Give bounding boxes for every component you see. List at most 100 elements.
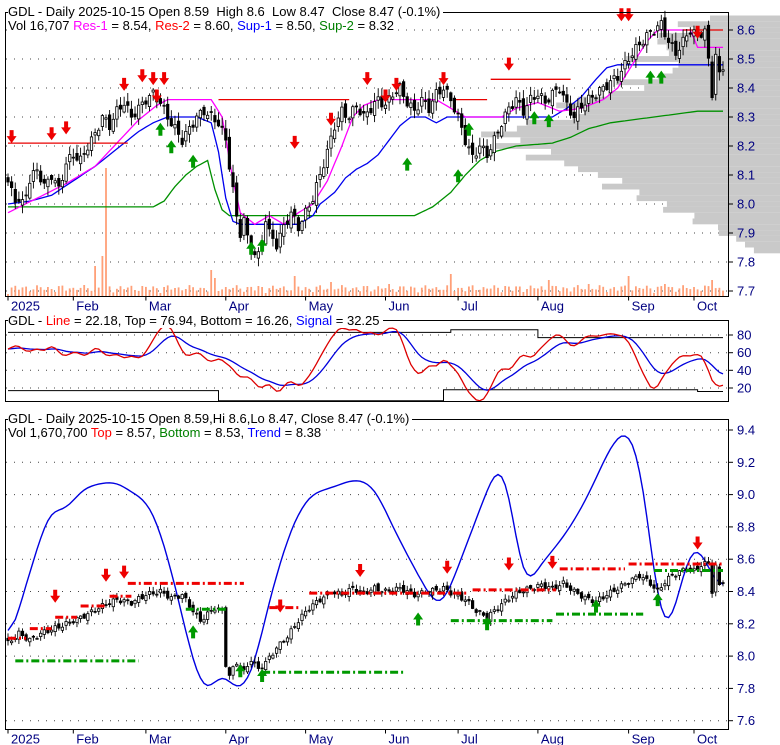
y-tick-label: 7.9: [737, 226, 755, 241]
y-tick-label: 9.2: [737, 455, 755, 470]
signals: [50, 536, 703, 613]
x-axis-label: Jul: [461, 732, 478, 745]
legend-segment: Top: [90, 425, 112, 440]
sell-arrow-icon: [362, 72, 373, 86]
legend-segment: = 8.57,: [111, 425, 160, 440]
buy-arrow-icon: [463, 122, 474, 136]
bottom-step-line: [8, 389, 723, 402]
x-axis-label: Jun: [389, 299, 410, 314]
legend-segment: Line: [45, 313, 71, 328]
buy-arrow-icon: [257, 238, 268, 252]
sell-arrow-icon: [355, 564, 366, 577]
grid: [6, 429, 728, 722]
y-tick-label: 8.6: [737, 552, 755, 567]
buy-arrow-icon: [402, 157, 413, 171]
x-axis-label: May: [309, 299, 334, 314]
sell-arrow-icon: [148, 72, 159, 86]
y-tick-label: 9.0: [737, 487, 755, 502]
y-tick-label: 8.5: [737, 52, 755, 67]
legend-segment: Signal: [296, 313, 333, 328]
top-threshold: [8, 329, 723, 339]
y-tick-label: 9.4: [737, 423, 755, 438]
buy-arrow-icon: [652, 593, 663, 607]
price-chart-svg: 8.6 8.5 8.4 8.3 8.2 8.1 8.0 7.9 7.8 7.7 2025 Feb Mar…: [5, 8, 780, 314]
legend-segment: = 8.60,: [189, 18, 238, 33]
y-tick-label: 8.3: [737, 110, 755, 125]
price-panel-legend: Vol 16,707 Res-1 = 8.54, Res-2 = 8.60, S…: [8, 19, 397, 33]
sell-arrow-icon: [50, 589, 61, 603]
y-tick-label: 8.4: [737, 81, 755, 96]
legend-segment: GDL -: [8, 313, 46, 328]
buy-arrow-icon: [413, 612, 424, 626]
candles: [6, 556, 725, 680]
top-levels: [8, 562, 723, 640]
legend-segment: Sup-1: [237, 18, 272, 33]
sell-arrow-icon: [326, 112, 336, 126]
volume-bars: [7, 168, 724, 296]
legend-segment: Trend: [247, 425, 281, 440]
sell-arrow-icon: [692, 536, 703, 550]
top-step-line: [8, 329, 723, 339]
x-axis-label: May: [309, 732, 334, 745]
x-axis-label: Mar: [149, 732, 172, 745]
res1-line: [7, 29, 723, 226]
y-tick-label: 8.4: [737, 584, 755, 599]
y-tick-label: 40: [737, 363, 751, 378]
oscillator-chart-svg: 80 60 40 20: [5, 320, 751, 402]
legend-segment: Bottom: [159, 425, 201, 440]
y-tick-label: 8.8: [737, 519, 755, 534]
y-tick-label: 7.7: [737, 284, 755, 299]
y-tick-label: 7.6: [737, 713, 755, 728]
legend-segment: = 32.25: [332, 313, 380, 328]
sell-arrow-icon: [119, 565, 130, 579]
sell-arrow-icon: [623, 8, 634, 22]
y-tick-label: 8.0: [737, 197, 755, 212]
sell-arrow-icon: [159, 72, 170, 86]
trend: [7, 435, 724, 687]
sell-arrow-icon: [151, 89, 162, 103]
bottom-levels: [15, 569, 723, 674]
sell-arrow-icon: [380, 89, 391, 103]
price-panel-title-text: GDL - Daily 2025-10-15 Open 8.59 High 8.…: [8, 4, 441, 19]
legend-segment: Res-1: [73, 18, 108, 33]
buy-arrow-icon: [453, 169, 464, 183]
bottom-threshold: [8, 389, 723, 402]
sell-arrow-icon: [442, 560, 453, 574]
sell-arrow-icon: [101, 568, 111, 582]
x-axis-label: Jul: [461, 299, 478, 314]
legend-segment: = 8.50,: [271, 18, 320, 33]
axes: 8.6 8.5 8.4 8.3 8.2 8.1 8.0 7.9 7.8 7.7 2025 Feb Mar…: [5, 12, 755, 314]
y-tick-label: 8.2: [737, 139, 755, 154]
y-tick-label: 8.6: [737, 23, 755, 38]
x-axis-label: Mar: [149, 299, 172, 314]
x-axis-label: Feb: [76, 299, 98, 314]
x-axis-label: Feb: [76, 732, 98, 745]
y-tick-label: 80: [737, 328, 751, 343]
x-axis-label: Oct: [697, 299, 718, 314]
sell-arrow-icon: [275, 599, 286, 613]
y-tick-label: 7.8: [737, 681, 755, 696]
y-tick-label: 7.8: [737, 255, 755, 270]
sell-arrow-icon: [616, 8, 627, 22]
buy-arrow-icon: [591, 599, 601, 613]
buy-arrow-icon: [246, 241, 257, 255]
legend-segment: Res-2: [155, 18, 190, 33]
sup2-line: [8, 110, 723, 217]
sell-arrow-icon: [503, 557, 514, 571]
candles: [6, 10, 725, 267]
buy-arrow-icon: [166, 140, 177, 154]
buy-arrow-icon: [482, 617, 493, 631]
sell-arrow-icon: [391, 77, 402, 91]
indicator-panel-title-text: GDL - Daily 2025-10-15 Open 8.59,Hi 8.6,…: [8, 411, 410, 426]
signal-line: [7, 330, 724, 391]
legend-segment: Vol 1,670,700: [8, 425, 91, 440]
y-tick-label: 60: [737, 345, 751, 360]
signals: [6, 8, 703, 149]
indicator-panel-title: GDL - Daily 2025-10-15 Open 8.59,Hi 8.6,…: [8, 411, 413, 426]
buy-arrow-icon: [656, 70, 667, 84]
x-axis-label: Apr: [229, 732, 250, 745]
oscillator-panel-title: GDL - Line = 22.18, Top = 76.94, Bottom …: [8, 314, 383, 328]
x-axis-label: Oct: [697, 732, 718, 745]
y-tick-label: 8.0: [737, 649, 755, 664]
